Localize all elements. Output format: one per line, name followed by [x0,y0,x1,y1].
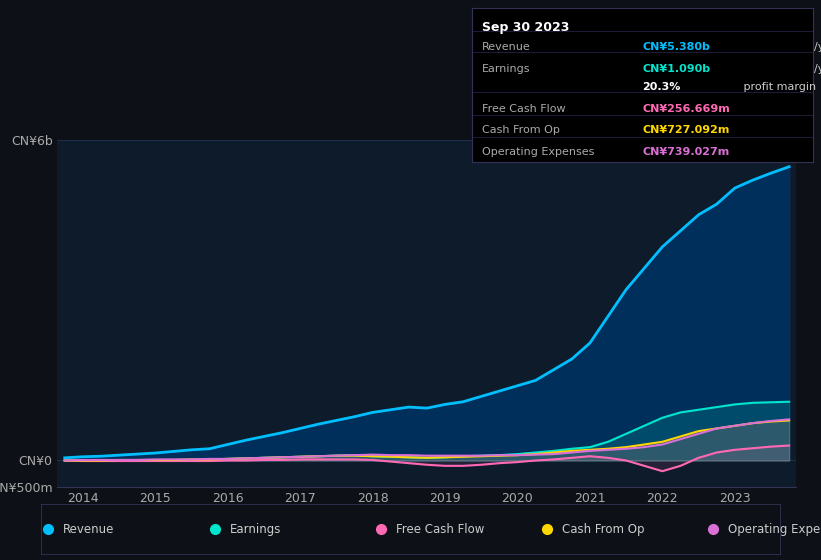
Text: Sep 30 2023: Sep 30 2023 [482,21,570,34]
Text: /yr: /yr [814,43,821,52]
Text: CN¥739.027m: CN¥739.027m [643,147,730,157]
Text: profit margin: profit margin [740,82,815,92]
Text: Operating Expenses: Operating Expenses [482,147,594,157]
Text: /yr: /yr [814,64,821,74]
Text: CN¥256.669m: CN¥256.669m [643,104,730,114]
Text: 20.3%: 20.3% [643,82,681,92]
Text: Cash From Op: Cash From Op [562,522,644,536]
Text: Earnings: Earnings [482,64,531,74]
Text: Cash From Op: Cash From Op [482,125,560,136]
Text: Earnings: Earnings [229,522,281,536]
Text: Revenue: Revenue [482,43,531,52]
Text: CN¥5.380b: CN¥5.380b [643,43,710,52]
Text: Free Cash Flow: Free Cash Flow [396,522,484,536]
Text: Operating Expenses: Operating Expenses [728,522,821,536]
Text: CN¥727.092m: CN¥727.092m [643,125,730,136]
Text: Free Cash Flow: Free Cash Flow [482,104,566,114]
Text: CN¥1.090b: CN¥1.090b [643,64,710,74]
Text: Revenue: Revenue [63,522,115,536]
